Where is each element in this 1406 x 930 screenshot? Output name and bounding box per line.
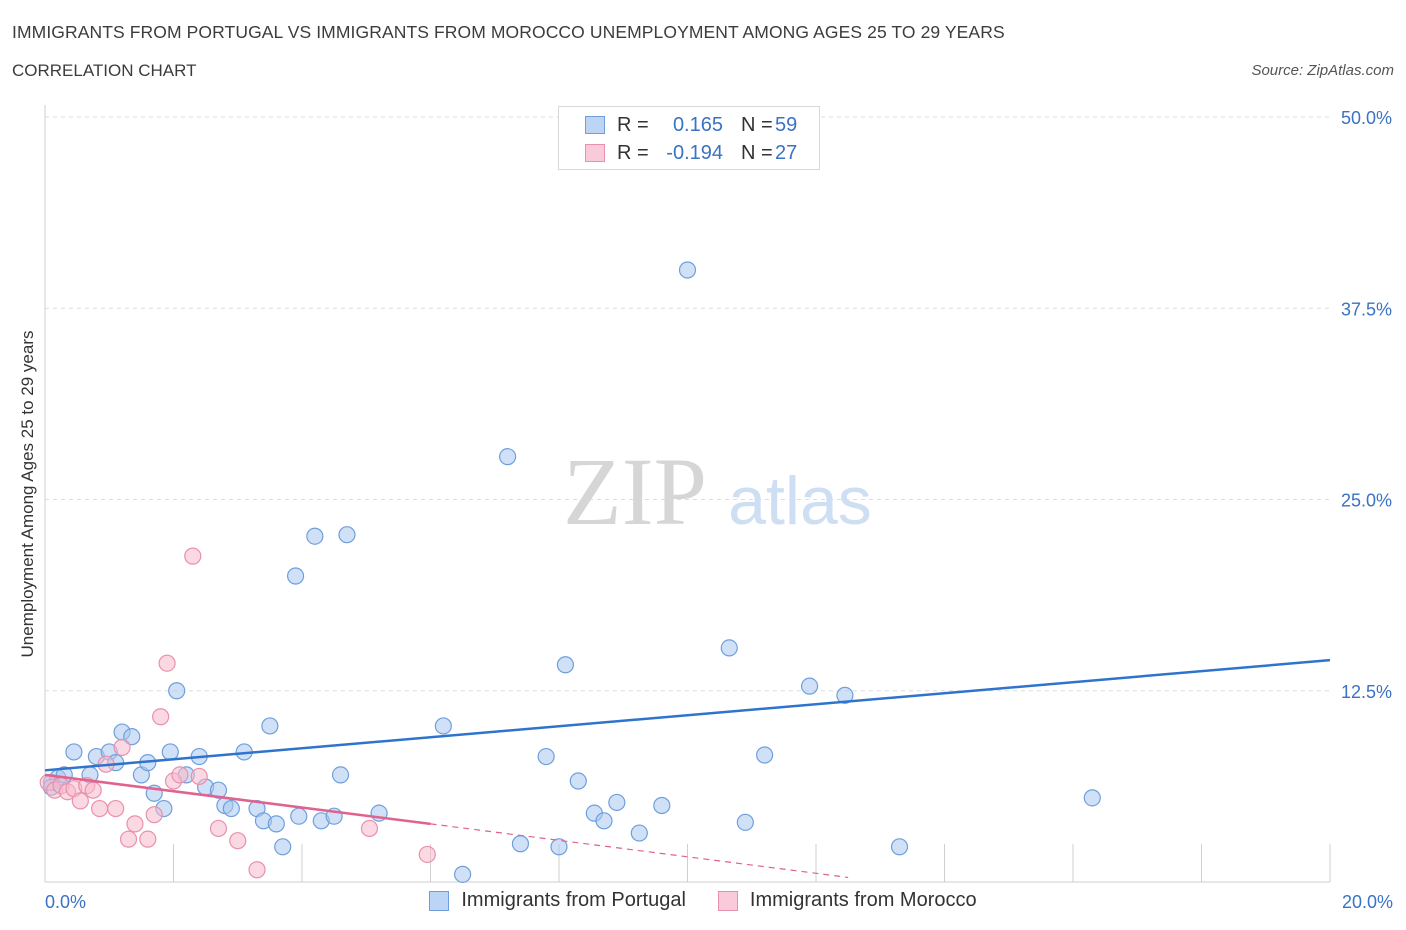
- portugal-point: [736, 813, 754, 831]
- morocco-point: [152, 708, 170, 726]
- portugal-point: [1083, 789, 1101, 807]
- portugal-point: [274, 838, 292, 856]
- morocco-point: [145, 806, 163, 824]
- portugal-point: [556, 656, 575, 674]
- morocco-legend-swatch: [717, 890, 738, 911]
- morocco-point: [229, 832, 247, 850]
- portugal-point: [434, 717, 452, 735]
- portugal-n-value: 59: [775, 113, 798, 136]
- portugal-r-label: R =: [617, 113, 649, 136]
- portugal-point: [168, 682, 186, 700]
- morocco-point: [184, 547, 202, 565]
- grid-layer: [45, 116, 1330, 692]
- y-tick-label: 12.5%: [1341, 682, 1392, 702]
- portugal-point: [537, 747, 555, 766]
- morocco-point: [113, 738, 131, 756]
- legend-row-morocco: R = -0.194 N = 27: [585, 141, 797, 165]
- x-tick-label: 0.0%: [45, 892, 86, 912]
- y-tick-label: 25.0%: [1341, 491, 1392, 511]
- portugal-point: [290, 807, 308, 825]
- watermark-atlas: atlas: [728, 463, 872, 539]
- axis-layer: 12.5% 25.0% 37.5% 50.0% 0.0% 20.0%: [44, 105, 1393, 912]
- legend-row-portugal: R = 0.165 N = 59: [585, 113, 797, 137]
- watermark-zip: ZIP: [563, 438, 707, 545]
- morocco-point: [209, 819, 228, 838]
- trend-layer: [44, 658, 1331, 879]
- morocco-n-label: N =: [741, 141, 773, 164]
- portugal-trend-line: [44, 658, 1331, 772]
- portugal-point: [123, 728, 141, 746]
- legend-item-morocco[interactable]: Immigrants from Morocco: [717, 889, 977, 912]
- portugal-point: [608, 793, 626, 812]
- portugal-point: [331, 766, 350, 784]
- morocco-point: [84, 781, 102, 799]
- morocco-point: [139, 830, 157, 848]
- y-axis-label: Unemployment Among Ages 25 to 29 years: [18, 330, 37, 658]
- morocco-n-value: 27: [775, 141, 798, 164]
- portugal-r-value: 0.165: [672, 113, 723, 136]
- morocco-trend-extension: [430, 823, 849, 879]
- portugal-point: [569, 772, 587, 790]
- y-tick-label: 50.0%: [1341, 108, 1392, 128]
- series-legend: Immigrants from Portugal Immigrants from…: [0, 889, 1406, 912]
- morocco-point: [71, 792, 89, 810]
- portugal-point: [306, 527, 324, 545]
- portugal-point: [161, 743, 179, 761]
- y-tick-label: 37.5%: [1341, 299, 1392, 319]
- portugal-point: [454, 865, 472, 883]
- portugal-point: [678, 261, 697, 279]
- portugal-point: [836, 686, 854, 704]
- portugal-point: [267, 815, 285, 833]
- chart-subtitle: CORRELATION CHART: [12, 61, 197, 80]
- morocco-point: [126, 815, 144, 833]
- portugal-point: [222, 799, 240, 818]
- portugal-point: [890, 838, 909, 856]
- portugal-point: [261, 717, 279, 735]
- morocco-point: [107, 799, 125, 818]
- morocco-legend-label: Immigrants from Morocco: [749, 889, 977, 911]
- portugal-point: [653, 796, 671, 815]
- portugal-legend-label: Immigrants from Portugal: [461, 889, 686, 911]
- portugal-point: [595, 812, 613, 830]
- portugal-point: [65, 743, 83, 761]
- morocco-point: [418, 845, 436, 864]
- morocco-point: [158, 654, 176, 672]
- portugal-swatch: [585, 116, 605, 134]
- morocco-point: [248, 861, 266, 879]
- morocco-point: [171, 766, 189, 784]
- source-label: Source: ZipAtlas.com: [1251, 62, 1394, 79]
- legend-item-portugal[interactable]: Immigrants from Portugal: [429, 889, 686, 912]
- morocco-point: [190, 767, 208, 786]
- portugal-point: [511, 835, 530, 853]
- morocco-r-label: R =: [617, 141, 649, 164]
- morocco-swatch: [585, 144, 605, 162]
- portugal-point: [209, 781, 228, 799]
- portugal-point: [338, 526, 356, 544]
- chart-title: IMMIGRANTS FROM PORTUGAL VS IMMIGRANTS F…: [12, 22, 1005, 42]
- portugal-point: [800, 677, 819, 695]
- portugal-point: [499, 448, 517, 466]
- morocco-trend-line: [44, 773, 431, 826]
- portugal-point: [630, 824, 648, 842]
- morocco-point: [119, 830, 138, 848]
- portugal-n-label: N =: [741, 113, 773, 136]
- portugal-legend-swatch: [429, 890, 450, 911]
- morocco-point: [91, 799, 109, 818]
- morocco-point: [360, 819, 379, 838]
- morocco-r-value: -0.194: [666, 141, 723, 164]
- portugal-point: [550, 838, 568, 856]
- portugal-point: [755, 746, 774, 764]
- portugal-point: [720, 639, 738, 657]
- x-tick-label: 20.0%: [1342, 892, 1393, 912]
- portugal-point: [286, 567, 305, 585]
- correlation-legend: R = 0.165 N = 59 R = -0.194 N = 27: [558, 106, 820, 170]
